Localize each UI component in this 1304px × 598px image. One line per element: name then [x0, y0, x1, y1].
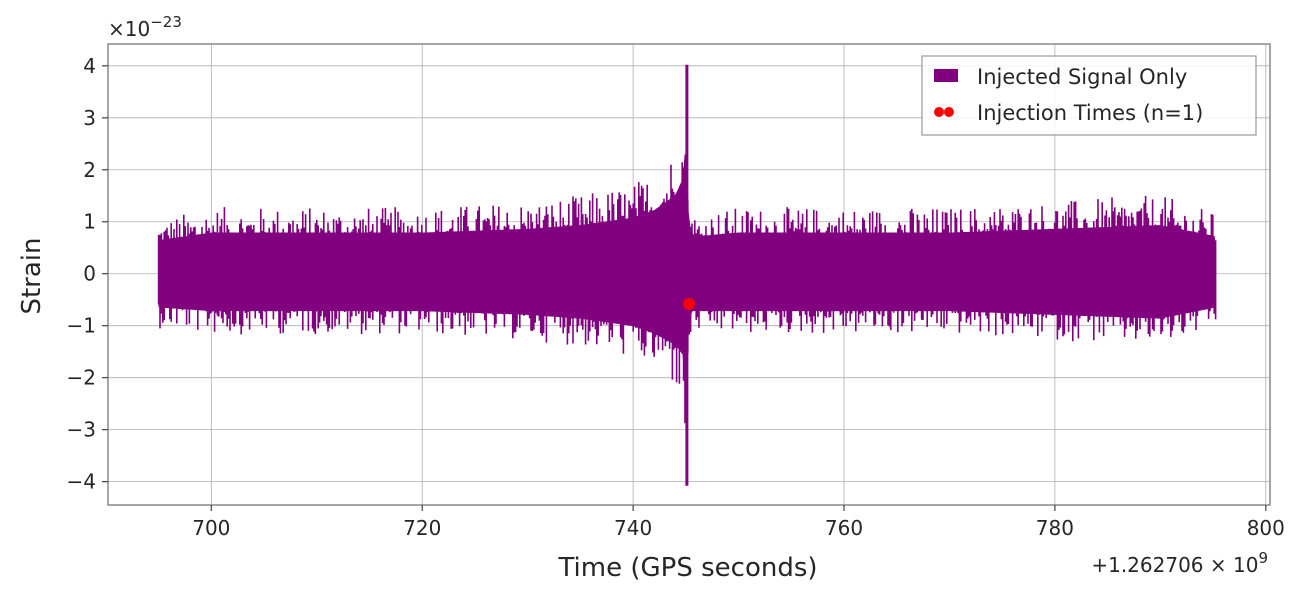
y-tick-label: 0 — [83, 262, 96, 286]
y-tick-label: 4 — [83, 54, 96, 78]
x-tick-label: 780 — [1036, 516, 1074, 540]
legend-box — [921, 55, 1257, 136]
series-injected-signal — [157, 64, 1217, 486]
y-tick-label: −2 — [67, 366, 96, 390]
legend-marker-injection — [934, 107, 944, 117]
plot-frame — [107, 43, 1271, 506]
y-tick-label: 3 — [83, 106, 96, 130]
x-axis-label: Time (GPS seconds) — [557, 553, 817, 583]
x-axis-ticks: 700 720 740 760 780 800 — [192, 505, 1285, 540]
x-tick-label: 800 — [1247, 516, 1285, 540]
y-axis-ticks: −4 −3 −2 −1 0 1 2 3 4 — [67, 54, 108, 494]
y-tick-label: −3 — [67, 418, 96, 442]
x-tick-label: 720 — [403, 516, 441, 540]
y-tick-label: 1 — [83, 210, 96, 234]
signal-spikes — [157, 87, 1217, 424]
x-tick-label: 740 — [614, 516, 652, 540]
series-injection-times — [683, 297, 695, 310]
x-offset-factor: +1.262706 × 109 — [1091, 549, 1268, 577]
y-scale-factor: ×10−23 — [108, 13, 182, 41]
y-tick-label: 2 — [83, 158, 96, 182]
legend-label-signal: Injected Signal Only — [977, 65, 1187, 89]
legend: Injected Signal Only Injection Times (n=… — [921, 55, 1257, 136]
x-tick-label: 700 — [192, 516, 230, 540]
legend-marker-injection — [944, 107, 954, 117]
y-tick-label: −4 — [67, 470, 96, 494]
injection-point — [683, 297, 695, 310]
legend-swatch-signal — [934, 69, 958, 82]
y-tick-label: −1 — [67, 314, 96, 338]
x-tick-label: 760 — [825, 516, 863, 540]
legend-label-injection: Injection Times (n=1) — [977, 101, 1203, 125]
y-axis-label: Strain — [17, 237, 47, 314]
